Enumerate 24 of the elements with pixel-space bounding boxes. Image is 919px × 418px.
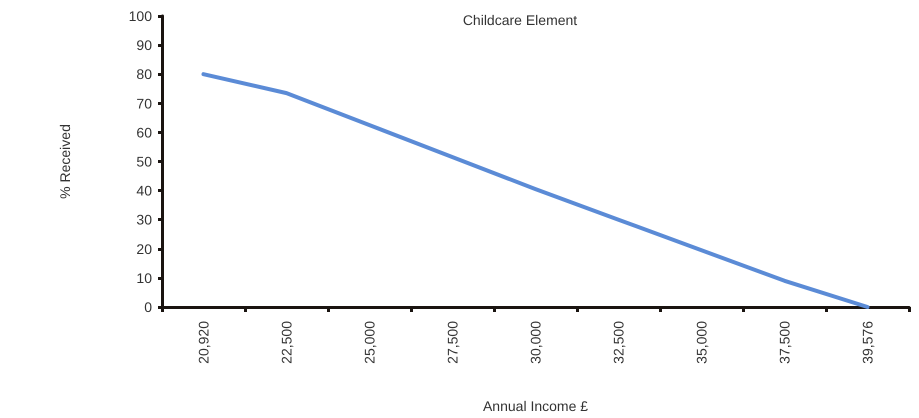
x-tick-label: 32,500 xyxy=(610,320,626,364)
y-tick-label: 100 xyxy=(128,8,152,24)
y-tick-label: 80 xyxy=(136,66,152,82)
y-tick-label: 0 xyxy=(144,299,152,315)
x-tick-label: 37,500 xyxy=(776,320,792,364)
y-tick-label: 90 xyxy=(136,37,152,54)
chart-title: Childcare Element xyxy=(462,12,578,28)
x-tick-label: 20,920 xyxy=(196,320,212,364)
y-axis-title: % Received xyxy=(57,124,73,199)
x-tick-label: 27,500 xyxy=(444,320,460,364)
x-tick-label: 39,576 xyxy=(860,320,876,364)
x-tick-label: 35,000 xyxy=(694,320,710,364)
x-axis-title: Annual Income £ xyxy=(482,398,588,414)
line-series xyxy=(202,72,870,309)
y-tick-label: 50 xyxy=(136,154,152,170)
x-tick-label: 22,500 xyxy=(278,320,294,364)
x-tick-label: 30,000 xyxy=(528,320,544,364)
y-tick-label: 70 xyxy=(136,95,152,112)
y-tick-label: 30 xyxy=(136,212,152,228)
x-tick-label: 25,000 xyxy=(362,320,378,364)
y-tick-label: 10 xyxy=(136,270,152,286)
y-tick-label: 60 xyxy=(136,124,152,140)
y-tick-label: 20 xyxy=(136,240,152,257)
y-tick-label: 40 xyxy=(136,182,152,199)
